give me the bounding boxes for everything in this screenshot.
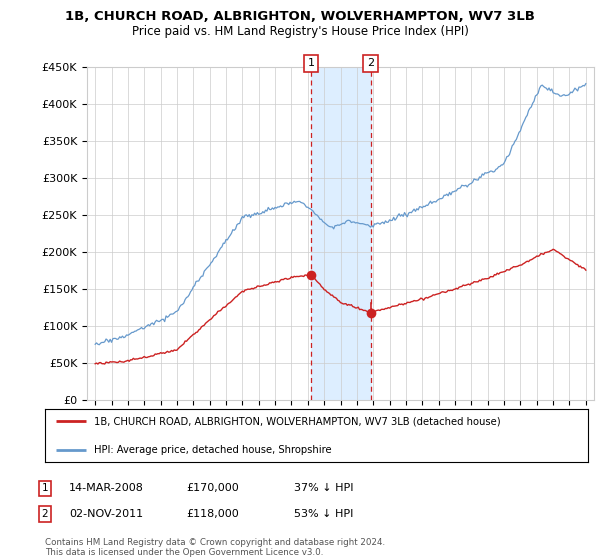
Text: £170,000: £170,000 <box>186 483 239 493</box>
Bar <box>311 67 371 400</box>
Text: Contains HM Land Registry data © Crown copyright and database right 2024.
This d: Contains HM Land Registry data © Crown c… <box>45 538 385 557</box>
Text: HPI: Average price, detached house, Shropshire: HPI: Average price, detached house, Shro… <box>94 445 331 455</box>
Text: 02-NOV-2011: 02-NOV-2011 <box>69 509 143 519</box>
Text: 1: 1 <box>308 58 314 68</box>
Text: 1B, CHURCH ROAD, ALBRIGHTON, WOLVERHAMPTON, WV7 3LB: 1B, CHURCH ROAD, ALBRIGHTON, WOLVERHAMPT… <box>65 10 535 23</box>
Text: 1B, CHURCH ROAD, ALBRIGHTON, WOLVERHAMPTON, WV7 3LB (detached house): 1B, CHURCH ROAD, ALBRIGHTON, WOLVERHAMPT… <box>94 416 500 426</box>
Text: 53% ↓ HPI: 53% ↓ HPI <box>294 509 353 519</box>
Text: 2: 2 <box>367 58 374 68</box>
Text: 1: 1 <box>41 483 49 493</box>
Text: 14-MAR-2008: 14-MAR-2008 <box>69 483 144 493</box>
Text: £118,000: £118,000 <box>186 509 239 519</box>
Text: Price paid vs. HM Land Registry's House Price Index (HPI): Price paid vs. HM Land Registry's House … <box>131 25 469 38</box>
Text: 37% ↓ HPI: 37% ↓ HPI <box>294 483 353 493</box>
Text: 2: 2 <box>41 509 49 519</box>
